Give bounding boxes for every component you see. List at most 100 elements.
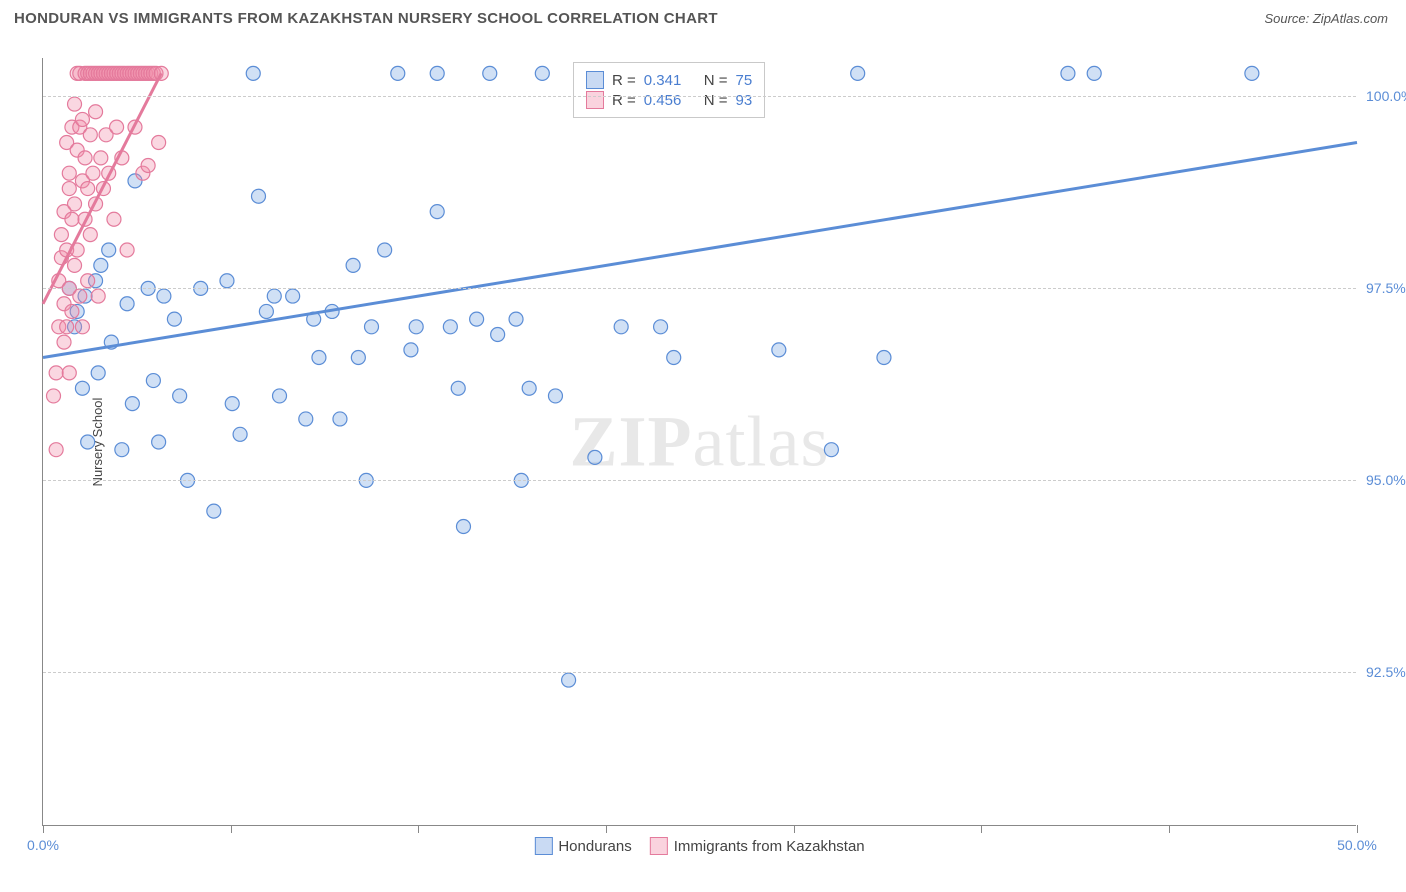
legend-swatch [586,91,604,109]
legend-series-item: Hondurans [534,837,631,855]
data-point [91,289,105,303]
gridline [43,480,1356,481]
data-point [535,66,549,80]
data-point [391,66,405,80]
data-point [456,519,470,533]
data-point [125,397,139,411]
data-point [57,335,71,349]
r-label: R = [612,92,636,109]
data-point [73,289,87,303]
data-point [102,243,116,257]
data-point [78,151,92,165]
gridline [43,288,1356,289]
gridline [43,96,1356,97]
legend-swatch [534,837,552,855]
data-point [522,381,536,395]
data-point [62,182,76,196]
xtick-label: 0.0% [27,837,59,853]
data-point [491,327,505,341]
data-point [351,351,365,365]
data-point [509,312,523,326]
data-point [120,243,134,257]
xtick [43,825,44,833]
data-point [49,443,63,457]
data-point [346,258,360,272]
data-point [246,66,260,80]
data-point [94,151,108,165]
title-bar: HONDURAN VS IMMIGRANTS FROM KAZAKHSTAN N… [0,0,1406,31]
data-point [68,197,82,211]
chart-area: Nursery School ZIPatlas R = 0.341 N = 75… [42,58,1356,826]
data-point [430,205,444,219]
data-point [91,366,105,380]
data-point [667,351,681,365]
legend-series: HonduransImmigrants from Kazakhstan [534,837,864,855]
data-point [333,412,347,426]
data-point [89,105,103,119]
data-point [47,389,61,403]
data-point [65,212,79,226]
data-point [81,182,95,196]
data-point [75,381,89,395]
gridline [43,672,1356,673]
data-point [83,228,97,242]
xtick [981,825,982,833]
data-point [75,320,89,334]
r-label: R = [612,72,636,89]
ytick-label: 97.5% [1366,280,1406,296]
n-label: N = [704,72,728,89]
legend-swatch [586,71,604,89]
data-point [286,289,300,303]
data-point [772,343,786,357]
data-point [470,312,484,326]
data-point [81,274,95,288]
data-point [62,366,76,380]
data-point [94,258,108,272]
xtick-label: 50.0% [1337,837,1377,853]
xtick [1169,825,1170,833]
data-point [86,166,100,180]
source-label: Source: ZipAtlas.com [1264,11,1388,26]
data-point [451,381,465,395]
ytick-label: 100.0% [1366,88,1406,104]
plot-svg [43,58,1356,825]
data-point [259,304,273,318]
data-point [273,389,287,403]
data-point [562,673,576,687]
data-point [548,389,562,403]
xtick [231,825,232,833]
data-point [1087,66,1101,80]
data-point [251,189,265,203]
trend-line [43,142,1357,357]
data-point [267,289,281,303]
data-point [225,397,239,411]
data-point [654,320,668,334]
data-point [207,504,221,518]
data-point [60,320,74,334]
legend-stats: R = 0.341 N = 75 R = 0.456 N = 93 [573,62,765,118]
xtick [794,825,795,833]
data-point [173,389,187,403]
data-point [62,166,76,180]
data-point [588,450,602,464]
data-point [877,351,891,365]
data-point [152,135,166,149]
data-point [81,435,95,449]
data-point [110,120,124,134]
data-point [141,159,155,173]
data-point [154,66,168,80]
data-point [120,297,134,311]
chart-title: HONDURAN VS IMMIGRANTS FROM KAZAKHSTAN N… [14,10,718,27]
data-point [83,128,97,142]
data-point [378,243,392,257]
legend-stat-row: R = 0.341 N = 75 [586,71,752,89]
data-point [157,289,171,303]
data-point [1061,66,1075,80]
data-point [65,304,79,318]
data-point [68,97,82,111]
r-value: 0.341 [644,72,696,89]
data-point [54,228,68,242]
legend-stat-row: R = 0.456 N = 93 [586,91,752,109]
data-point [146,374,160,388]
legend-series-label: Hondurans [558,838,631,855]
